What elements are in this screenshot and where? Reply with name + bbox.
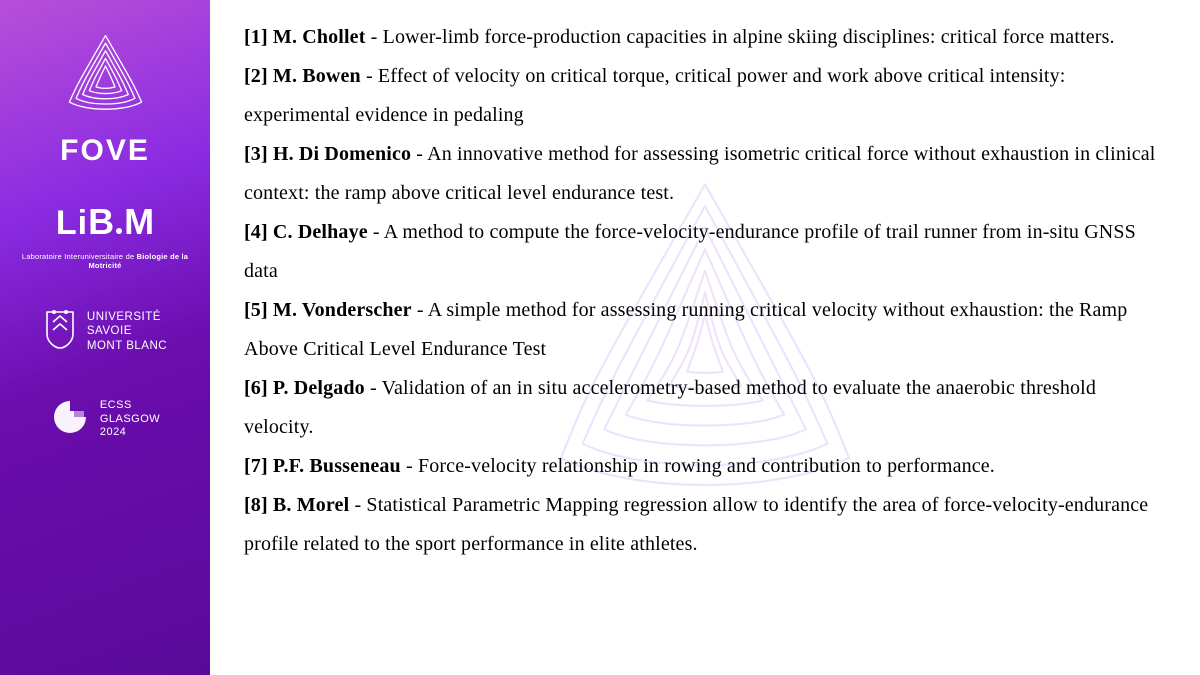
libm-logo: LiBM Laboratoire Interuniversitaire de B… [10, 206, 200, 270]
usmb-logo: UNIVERSITÉ SAVOIE MONT BLANC [43, 308, 167, 355]
reference-author: C. Delhaye [273, 221, 368, 243]
reference-number: [6] [244, 377, 273, 399]
reference-number: [2] [244, 65, 273, 87]
reference-author: P. Delgado [273, 377, 365, 399]
reference-number: [7] [244, 455, 273, 477]
reference-number: [5] [244, 299, 273, 321]
reference-title: Validation of an in situ accelerometry-b… [244, 377, 1096, 438]
reference-author: P.F. Busseneau [273, 455, 401, 477]
libm-subtitle: Laboratoire Interuniversitaire de Biolog… [10, 252, 200, 270]
reference-number: [8] [244, 494, 273, 516]
reference-title: A method to compute the force-velocity-e… [244, 221, 1136, 282]
ecss-text: ECSS GLASGOW 2024 [100, 399, 160, 440]
libm-wordmark: LiBM [10, 206, 200, 254]
reference-item: [8] B. Morel - Statistical Parametric Ma… [244, 486, 1164, 564]
usmb-text: UNIVERSITÉ SAVOIE MONT BLANC [87, 310, 167, 353]
reference-item: [4] C. Delhaye - A method to compute the… [244, 213, 1164, 291]
reference-title: Statistical Parametric Mapping regressio… [244, 494, 1148, 555]
reference-item: [3] H. Di Domenico - An innovative metho… [244, 135, 1164, 213]
reference-title: Lower-limb force-production capacities i… [383, 26, 1115, 48]
reference-author: H. Di Domenico [273, 143, 411, 165]
reference-author: M. Bowen [273, 65, 361, 87]
reference-author: B. Morel [273, 494, 349, 516]
reference-number: [3] [244, 143, 273, 165]
fove-logo-block: FOVE [58, 28, 153, 168]
slide: FOVE LiBM Laboratoire Interuniversitaire… [0, 0, 1200, 675]
reference-item: [6] P. Delgado - Validation of an in sit… [244, 369, 1164, 447]
reference-item: [2] M. Bowen - Effect of velocity on cri… [244, 57, 1164, 135]
shield-icon [43, 308, 77, 355]
reference-author: M. Vonderscher [273, 299, 412, 321]
ecss-g-icon [50, 397, 90, 442]
reference-list: [1] M. Chollet - Lower-limb force-produc… [244, 18, 1164, 564]
fove-triangle-icon [58, 28, 153, 128]
reference-title: Force-velocity relationship in rowing an… [418, 455, 995, 477]
content-area: [1] M. Chollet - Lower-limb force-produc… [210, 0, 1200, 675]
reference-number: [4] [244, 221, 273, 243]
reference-title: Effect of velocity on critical torque, c… [244, 65, 1066, 126]
reference-item: [5] M. Vonderscher - A simple method for… [244, 291, 1164, 369]
reference-number: [1] [244, 26, 273, 48]
reference-item: [1] M. Chollet - Lower-limb force-produc… [244, 18, 1164, 57]
ecss-logo: ECSS GLASGOW 2024 [50, 397, 160, 442]
reference-item: [7] P.F. Busseneau - Force-velocity rela… [244, 447, 1164, 486]
reference-author: M. Chollet [273, 26, 366, 48]
fove-wordmark: FOVE [60, 134, 150, 168]
logo-sidebar: FOVE LiBM Laboratoire Interuniversitaire… [0, 0, 210, 675]
